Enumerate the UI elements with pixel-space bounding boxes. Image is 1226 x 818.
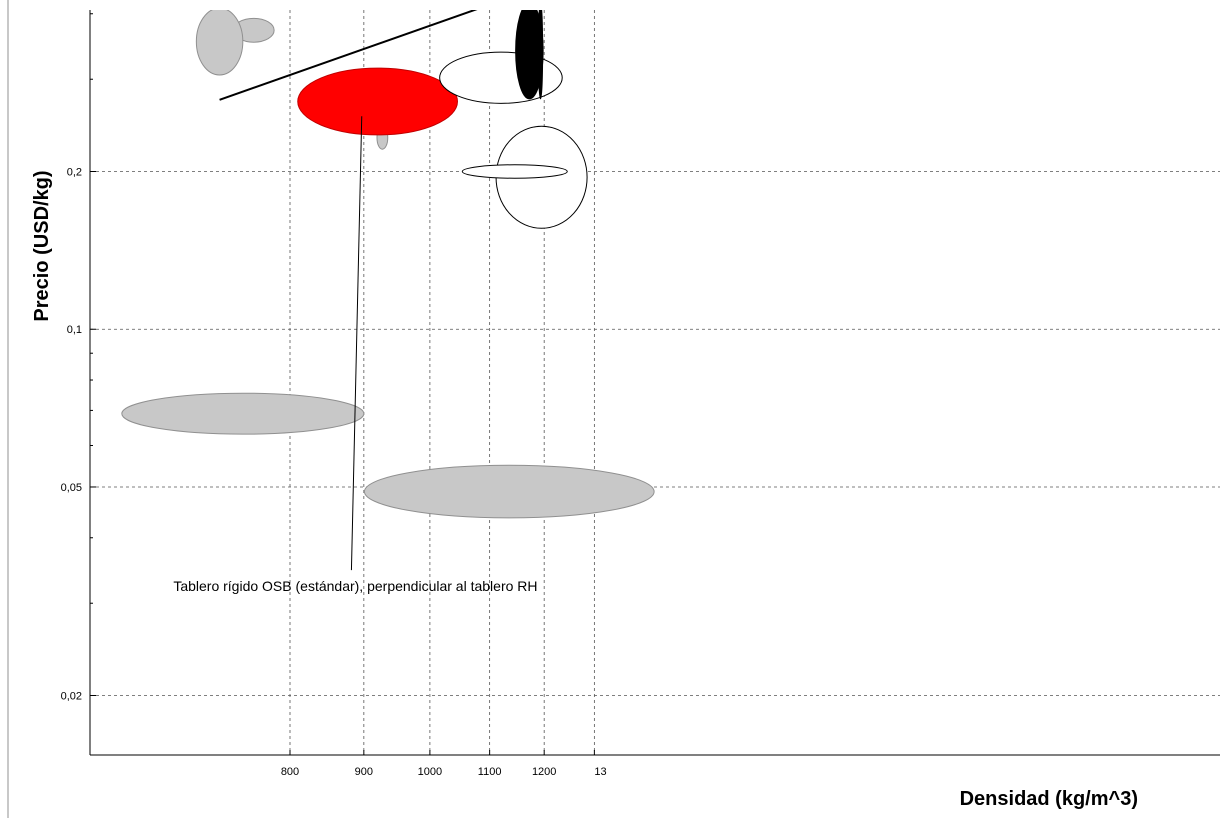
- bubble-12: [461, 164, 568, 179]
- bubble-3: [382, 1, 478, 5]
- y-axis-title: Precio (USD/kg): [31, 170, 53, 321]
- x-tick-label: 800: [281, 766, 299, 778]
- y-tick-label: 0,2: [67, 167, 82, 179]
- trend-line-group: [219, 10, 478, 101]
- x-axis-title: Densidad (kg/m^3): [960, 788, 1138, 810]
- axes: [89, 10, 1220, 756]
- panel-left-border: [7, 0, 9, 818]
- grid-lines: [90, 10, 1220, 755]
- bubble-8: [363, 464, 655, 519]
- y-tick-label: 0,02: [61, 691, 82, 703]
- bubble-14: [537, 10, 544, 100]
- x-tick-label: 13: [594, 766, 606, 778]
- x-tick-label: 900: [355, 766, 373, 778]
- x-tick-label: 1100: [478, 766, 502, 778]
- bubble-7: [121, 392, 365, 435]
- x-tick-label: 1200: [532, 766, 556, 778]
- y-tick-label: 0,1: [67, 324, 82, 336]
- bubble-11: [439, 51, 563, 104]
- y-tick-label: 0,05: [61, 482, 82, 494]
- y-tick-labels: 0,2 0,1 0,05 0,02: [61, 167, 82, 703]
- annotation-label: Tablero rígido OSB (estándar), perpendic…: [173, 578, 537, 594]
- annotation-leader-line: [350, 116, 363, 571]
- bubble-9: [297, 67, 458, 136]
- trend-line: [219, 10, 478, 101]
- x-tick-labels: 800 900 1000 1100 1200 13: [281, 766, 607, 778]
- annotation-group: Tablero rígido OSB (estándar), perpendic…: [173, 116, 538, 594]
- bubble-5: [195, 10, 244, 76]
- bubble-2: [315, 1, 384, 5]
- x-tick-label: 1000: [418, 766, 442, 778]
- bubble-13: [515, 10, 544, 100]
- bubble-series: [121, 1, 655, 519]
